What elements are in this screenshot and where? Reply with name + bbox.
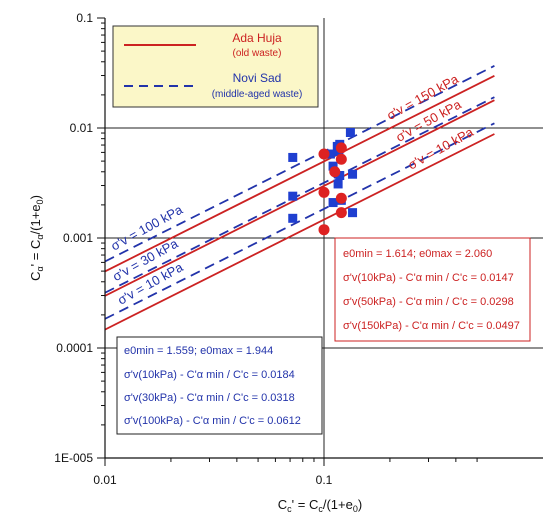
data-point-novi-sad bbox=[348, 169, 358, 179]
data-point-ada-huja bbox=[335, 142, 347, 154]
data-point-ada-huja bbox=[318, 224, 330, 236]
y-tick-label: 0.01 bbox=[70, 121, 94, 135]
novi-sad-stat-e0: e0min = 1.559; e0max = 1.944 bbox=[124, 345, 273, 357]
legend-label-novi-sad: Novi Sad bbox=[233, 71, 282, 85]
x-axis-label: Cc' = Cc/(1+e0) bbox=[278, 497, 362, 514]
data-point-novi-sad bbox=[288, 191, 298, 201]
ada-huja-stats-box: e0min = 1.614; e0max = 2.060 σ'v(10kPa) … bbox=[334, 237, 531, 342]
fit-line bbox=[105, 133, 495, 331]
data-point-novi-sad bbox=[328, 161, 338, 171]
ada-huja-stat-150kpa: σ'v(150kPa) - C'α min / C'c = 0.0497 bbox=[343, 320, 520, 332]
legend-sub-novi-sad: (middle-aged waste) bbox=[212, 89, 303, 100]
x-tick-label: 0.01 bbox=[93, 473, 117, 487]
data-point-novi-sad bbox=[328, 198, 338, 208]
data-point-novi-sad bbox=[288, 152, 298, 162]
data-point-ada-huja bbox=[335, 207, 347, 219]
data-point-ada-huja bbox=[329, 166, 341, 178]
y-tick-label: 0.1 bbox=[76, 11, 93, 25]
fit-lines bbox=[105, 65, 495, 331]
y-tick-label: 0.001 bbox=[63, 231, 93, 245]
fit-line bbox=[105, 99, 495, 297]
data-point-ada-huja bbox=[335, 153, 347, 165]
data-point-ada-huja bbox=[318, 186, 330, 198]
novi-sad-stat-10kpa: σ'v(10kPa) - C'α min / C'c = 0.0184 bbox=[124, 369, 295, 381]
novi-sad-stat-100kpa: σ'v(100kPa) - C'α min / C'c = 0.0612 bbox=[124, 415, 301, 427]
legend: Ada Huja (old waste) Novi Sad (middle-ag… bbox=[112, 25, 319, 108]
axes bbox=[97, 17, 543, 466]
y-axis-label: Cα' = Cα/(1+e0) bbox=[28, 195, 45, 281]
y-tick-label: 0.0001 bbox=[56, 341, 93, 355]
data-point-novi-sad bbox=[325, 149, 335, 159]
data-point-novi-sad bbox=[348, 208, 358, 218]
data-points bbox=[288, 128, 358, 236]
data-point-novi-sad bbox=[335, 170, 345, 180]
fit-line bbox=[105, 96, 495, 294]
ada-huja-stat-50kpa: σ'v(50kPa) - C'α min / C'c = 0.0298 bbox=[343, 296, 514, 308]
legend-sub-ada-huja: (old waste) bbox=[233, 48, 282, 59]
data-point-novi-sad bbox=[288, 213, 298, 223]
x-tick-label: 0.1 bbox=[316, 473, 333, 487]
novi-sad-stats-box: e0min = 1.559; e0max = 1.944 σ'v(10kPa) … bbox=[116, 336, 323, 435]
data-point-novi-sad bbox=[333, 179, 343, 189]
fit-line bbox=[105, 65, 495, 263]
y-tick-label: 1E-005 bbox=[54, 451, 93, 465]
fit-line bbox=[105, 74, 495, 273]
tick-labels: 1E-005 0.0001 0.001 0.01 0.1 0.01 0.1 bbox=[54, 11, 332, 487]
data-point-ada-huja bbox=[318, 148, 330, 160]
novi-sad-stat-30kpa: σ'v(30kPa) - C'α min / C'c = 0.0318 bbox=[124, 392, 295, 404]
data-point-novi-sad bbox=[345, 128, 355, 138]
legend-box bbox=[112, 25, 319, 108]
ada-huja-stat-10kpa: σ'v(10kPa) - C'α min / C'c = 0.0147 bbox=[343, 272, 514, 284]
ada-huja-stat-e0: e0min = 1.614; e0max = 2.060 bbox=[343, 248, 492, 260]
legend-label-ada-huja: Ada Huja bbox=[232, 31, 282, 45]
data-point-ada-huja bbox=[335, 192, 347, 204]
fit-line bbox=[105, 122, 495, 320]
